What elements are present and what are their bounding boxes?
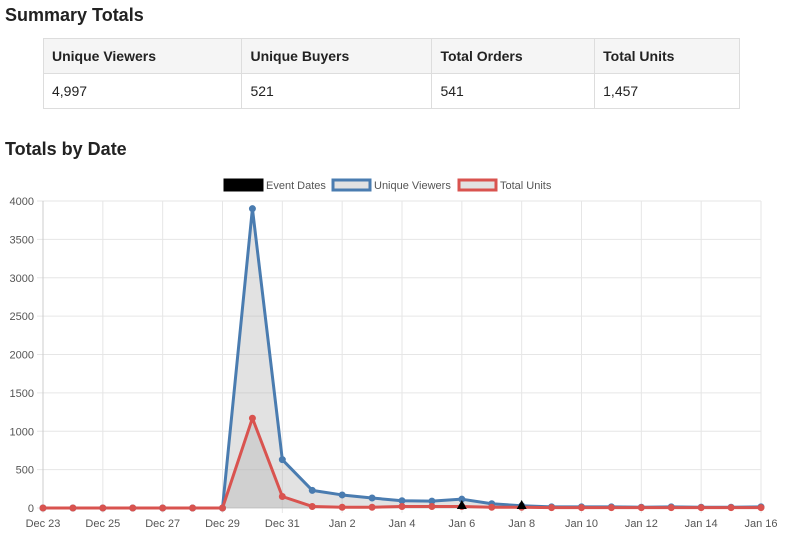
data-point [278, 492, 286, 500]
data-point [338, 491, 346, 499]
header-unique-buyers: Unique Buyers [241, 38, 433, 74]
data-point [697, 504, 705, 512]
data-point [548, 504, 556, 512]
y-tick-label: 1000 [10, 426, 34, 438]
summary-header-row: Unique Viewers Unique Buyers Total Order… [42, 38, 740, 74]
value-unique-viewers: 4,997 [42, 73, 243, 109]
data-point [219, 504, 226, 512]
x-tick-label: Dec 23 [26, 518, 61, 530]
x-tick-label: Dec 25 [85, 518, 120, 530]
y-tick-label: 3500 [10, 234, 34, 246]
x-tick-label: Dec 27 [145, 518, 180, 530]
event-marker [456, 500, 467, 509]
value-total-units: 1,457 [594, 73, 740, 109]
y-tick-label: 1500 [10, 388, 34, 400]
header-unique-viewers: Unique Viewers [42, 38, 243, 74]
data-point [248, 205, 256, 213]
summary-value-row: 4,997 521 541 1,457 [42, 73, 740, 109]
y-tick-label: 500 [16, 465, 34, 477]
data-point [39, 504, 47, 512]
data-point [667, 504, 675, 512]
data-point [368, 494, 376, 502]
y-tick-label: 3000 [10, 273, 34, 285]
x-tick-label: Jan 8 [508, 518, 535, 530]
totals-by-date-chart: 0 500 1000 1500 2000 2500 3000 3500 4000 Dec 23 De… [10, 178, 778, 530]
x-tick-label: Jan 12 [625, 518, 658, 530]
y-tick-label: 2000 [10, 350, 34, 362]
dates-title: Totals by Date [5, 139, 127, 159]
value-total-orders: 541 [431, 73, 596, 109]
x-tick-label: Jan 14 [685, 518, 718, 530]
data-point [129, 504, 137, 512]
header-total-units: Total Units [594, 38, 740, 74]
summary-table: Unique Viewers Unique Buyers Total Order… [42, 38, 740, 109]
x-tick-label: Jan 6 [448, 518, 475, 530]
legend-label: Unique Viewers [374, 180, 451, 192]
x-tick-label: Jan 2 [329, 518, 356, 530]
legend-swatch [331, 178, 372, 192]
data-point [757, 504, 765, 512]
x-tick-label: Jan 16 [744, 518, 777, 530]
value-unique-buyers: 521 [241, 73, 433, 109]
data-point [159, 504, 167, 512]
event-marker [516, 500, 527, 509]
data-point [308, 486, 316, 494]
data-point [398, 502, 406, 510]
x-tick-label: Jan 4 [389, 518, 416, 530]
data-point [338, 503, 346, 511]
x-tick-label: Dec 31 [265, 518, 300, 530]
data-point [607, 504, 615, 512]
data-point [488, 503, 496, 511]
data-point [727, 504, 735, 512]
data-point [428, 502, 436, 510]
legend-swatch [223, 178, 264, 192]
summary-title: Summary Totals [5, 5, 144, 25]
data-point [248, 414, 256, 422]
data-point [278, 456, 286, 464]
x-tick-label: Jan 10 [565, 518, 598, 530]
y-tick-label: 0 [28, 503, 34, 515]
data-point [368, 503, 376, 511]
data-point [398, 497, 406, 505]
y-tick-label: 4000 [10, 196, 34, 208]
data-point [637, 504, 645, 512]
data-point [308, 502, 316, 510]
legend-label: Total Units [500, 180, 552, 192]
data-point [69, 504, 77, 512]
data-point [189, 504, 197, 512]
data-point [99, 504, 107, 512]
data-point [578, 504, 585, 512]
legend-swatch [457, 178, 498, 192]
x-tick-label: Dec 29 [205, 518, 240, 530]
legend-label: Event Dates [266, 180, 326, 192]
header-total-orders: Total Orders [431, 38, 596, 74]
y-tick-label: 2500 [10, 311, 34, 323]
